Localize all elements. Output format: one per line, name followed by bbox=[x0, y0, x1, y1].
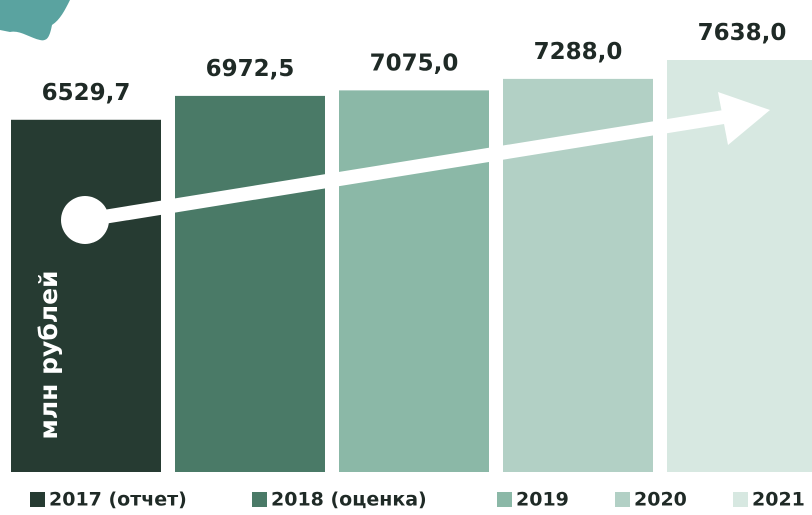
legend-label: 2017 (отчет) bbox=[49, 489, 187, 511]
arrow-head bbox=[718, 92, 770, 145]
bar bbox=[11, 119, 161, 472]
value-label: 6972,5 bbox=[206, 56, 295, 82]
legend-label: 2020 bbox=[634, 489, 687, 511]
arrow-line bbox=[83, 109, 732, 227]
arrow-start bbox=[61, 196, 109, 244]
trend-arrow bbox=[61, 92, 770, 244]
legend-swatch bbox=[252, 492, 267, 507]
bar bbox=[339, 90, 489, 472]
bar bbox=[175, 95, 325, 472]
bars: 6529,7 6972,5 7075,0 7288,0 7638,0 bbox=[11, 20, 812, 473]
legend-label: 2021 bbox=[752, 489, 805, 511]
legend-swatch bbox=[733, 492, 748, 507]
decoration bbox=[0, 0, 70, 41]
legend-label: 2019 bbox=[516, 489, 569, 511]
value-label: 7638,0 bbox=[698, 20, 787, 46]
value-label: 7075,0 bbox=[370, 50, 459, 76]
legend: 2017 (отчет) 2018 (оценка) 2019 2020 2021 bbox=[30, 489, 805, 511]
legend-swatch bbox=[615, 492, 630, 507]
legend-swatch bbox=[30, 492, 45, 507]
y-axis-label: млн рублей bbox=[34, 270, 63, 439]
value-label: 6529,7 bbox=[42, 80, 131, 106]
legend-label: 2018 (оценка) bbox=[271, 489, 427, 511]
legend-swatch bbox=[497, 492, 512, 507]
value-label: 7288,0 bbox=[534, 39, 623, 65]
